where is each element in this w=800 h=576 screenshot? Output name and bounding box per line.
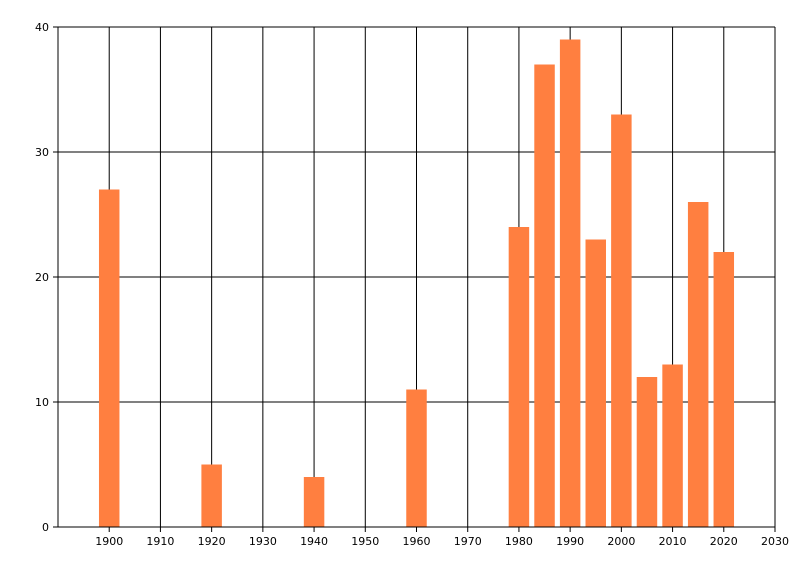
bar <box>559 39 581 527</box>
x-tick-label: 1960 <box>403 535 431 548</box>
x-tick-label: 2020 <box>710 535 738 548</box>
y-tick-label: 20 <box>35 271 49 284</box>
x-tick-label: 2030 <box>761 535 789 548</box>
bar <box>98 189 120 527</box>
bar <box>611 114 632 527</box>
x-tick-label: 1900 <box>95 535 123 548</box>
y-tick-label: 10 <box>35 396 49 409</box>
x-tick-label: 1990 <box>556 535 584 548</box>
bar <box>534 64 555 527</box>
bar <box>406 389 427 527</box>
x-tick-label: 1930 <box>249 535 277 548</box>
bar <box>585 239 606 527</box>
x-tick-label: 1910 <box>146 535 174 548</box>
y-tick-label: 0 <box>42 521 49 534</box>
bar <box>713 252 735 527</box>
y-tick-label: 40 <box>35 21 49 34</box>
x-tick-label: 1980 <box>505 535 533 548</box>
bar <box>508 227 530 527</box>
bar <box>662 364 683 527</box>
bar <box>687 202 709 527</box>
bar <box>636 377 658 527</box>
x-tick-label: 1940 <box>300 535 328 548</box>
x-tick-label: 2010 <box>659 535 687 548</box>
x-tick-label: 1970 <box>454 535 482 548</box>
bar <box>303 477 325 527</box>
x-tick-label: 1950 <box>351 535 379 548</box>
x-tick-label: 2000 <box>607 535 635 548</box>
y-tick-label: 30 <box>35 146 49 159</box>
bar <box>201 464 222 527</box>
x-tick-label: 1920 <box>198 535 226 548</box>
